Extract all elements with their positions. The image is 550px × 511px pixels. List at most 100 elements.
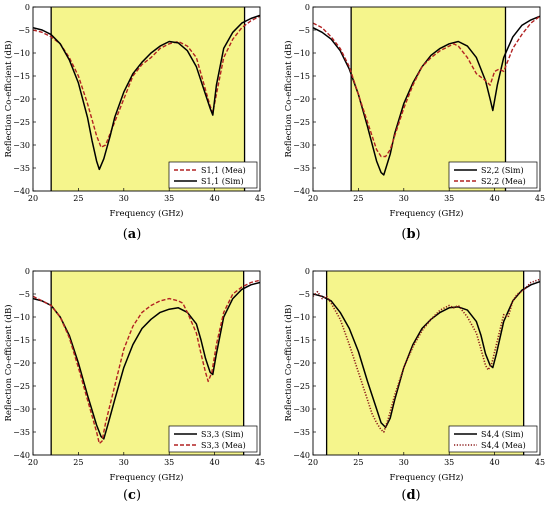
panel-caption: (d) — [401, 488, 420, 503]
x-axis-title: Frequency (GHz) — [110, 472, 184, 483]
panel-caption: (a) — [123, 227, 142, 242]
series-line-sim — [33, 281, 260, 440]
y-tick-label: −40 — [13, 451, 30, 460]
plot-frame — [312, 6, 541, 192]
y-tick-label: −25 — [293, 118, 310, 127]
y-tick-label: −15 — [13, 336, 30, 345]
legend-label: S4,4 (Mea) — [481, 441, 526, 450]
x-tick-label: 25 — [73, 458, 83, 467]
x-tick-label: 40 — [490, 458, 500, 467]
x-tick-label: 30 — [119, 194, 129, 203]
y-tick-label: 0 — [25, 3, 30, 12]
y-axis-title: Reflection Co-efficient (dB) — [283, 304, 294, 421]
y-tick-label: 0 — [305, 3, 310, 12]
x-tick-label: 35 — [444, 194, 454, 203]
y-tick-label: −25 — [293, 382, 310, 391]
x-tick-label: 25 — [353, 194, 363, 203]
series-line-sim — [313, 15, 540, 176]
y-tick-label: −5 — [18, 26, 30, 35]
y-tick-label: −30 — [293, 405, 310, 414]
legend: S3,3 (Sim) S3,3 (Mea) — [168, 425, 258, 453]
legend: S2,2 (Sim) S2,2 (Mea) — [448, 161, 538, 189]
x-tick-label: 25 — [73, 194, 83, 203]
y-tick-label: −35 — [13, 164, 30, 173]
x-tick-label: 45 — [535, 458, 545, 467]
panel-caption: (b) — [401, 227, 420, 242]
chart-panel-3: 20 25 30 35 40 45 0 −5 −10 −15 −20 −25 −30 −35 −40 Freq… — [3, 267, 265, 503]
y-tick-label: 0 — [305, 267, 310, 276]
bandwidth-band — [51, 271, 244, 455]
x-tick-label: 45 — [535, 194, 545, 203]
y-tick-label: −30 — [293, 141, 310, 150]
y-tick-label: −30 — [13, 141, 30, 150]
legend-label: S3,3 (Sim) — [201, 430, 244, 439]
x-tick-label: 20 — [28, 458, 38, 467]
y-tick-label: −10 — [13, 49, 30, 58]
series-line-mea — [313, 278, 540, 433]
x-axis-title: Frequency (GHz) — [390, 208, 464, 219]
legend-label: S1,1 (Mea) — [201, 166, 246, 175]
y-tick-label: −15 — [293, 336, 310, 345]
plot-frame — [32, 270, 261, 456]
y-tick-label: −30 — [13, 405, 30, 414]
series-line-mea — [33, 279, 260, 445]
x-tick-label: 40 — [490, 194, 500, 203]
y-tick-label: −20 — [293, 359, 310, 368]
legend-label: S4,4 (Sim) — [481, 430, 524, 439]
series-line-sim — [33, 14, 260, 171]
chart-panel-4: 20 25 30 35 40 45 0 −5 −10 −15 −20 −25 −30 −35 −40 Freq… — [283, 267, 545, 503]
chart-panel-2: 20 25 30 35 40 45 0 −5 −10 −15 −20 −25 −30 −35 −40 Freq… — [283, 3, 545, 242]
y-tick-label: −20 — [293, 95, 310, 104]
x-tick-label: 35 — [164, 194, 174, 203]
y-tick-label: −20 — [13, 95, 30, 104]
legend-label: S2,2 (Sim) — [481, 166, 524, 175]
legend-label: S2,2 (Mea) — [481, 177, 526, 186]
series-line-mea — [313, 15, 540, 158]
legend-box — [168, 161, 258, 189]
y-axis-title: Reflection Co-efficient (dB) — [3, 304, 14, 421]
x-tick-label: 20 — [28, 194, 38, 203]
x-tick-label: 40 — [210, 458, 220, 467]
x-tick-label: 30 — [119, 458, 129, 467]
x-tick-label: 40 — [210, 194, 220, 203]
y-tick-label: −35 — [13, 428, 30, 437]
y-axis-title: Reflection Co-efficient (dB) — [283, 40, 294, 157]
y-tick-label: −40 — [293, 451, 310, 460]
plot-frame — [32, 6, 261, 192]
y-tick-label: −5 — [298, 290, 310, 299]
x-tick-label: 35 — [164, 458, 174, 467]
legend-box — [448, 425, 538, 453]
legend: S1,1 (Mea) S1,1 (Sim) — [168, 161, 258, 189]
y-tick-label: −25 — [13, 118, 30, 127]
x-tick-label: 45 — [255, 458, 265, 467]
y-tick-label: −15 — [13, 72, 30, 81]
chart-panel-1: 20 25 30 35 40 45 0 −5 −10 −15 −20 −25 −30 −35 −40 Freq… — [3, 3, 265, 242]
bandwidth-band — [326, 271, 524, 455]
y-tick-label: −35 — [293, 164, 310, 173]
x-axis-title: Frequency (GHz) — [110, 208, 184, 219]
y-tick-label: −35 — [293, 428, 310, 437]
x-tick-label: 20 — [308, 194, 318, 203]
series-line-mea — [33, 15, 260, 149]
plot-frame — [312, 270, 541, 456]
legend-box — [448, 161, 538, 189]
panel-caption: (c) — [123, 488, 141, 503]
legend-box — [168, 425, 258, 453]
x-axis-title: Frequency (GHz) — [390, 472, 464, 483]
y-tick-label: −10 — [293, 313, 310, 322]
x-tick-label: 35 — [444, 458, 454, 467]
y-tick-label: −25 — [13, 382, 30, 391]
x-tick-label: 30 — [399, 458, 409, 467]
legend-label: S3,3 (Mea) — [201, 441, 246, 450]
x-tick-label: 25 — [353, 458, 363, 467]
y-axis-title: Reflection Co-efficient (dB) — [3, 40, 14, 157]
y-tick-label: −40 — [293, 187, 310, 196]
legend-label: S1,1 (Sim) — [201, 177, 244, 186]
y-tick-label: −5 — [298, 26, 310, 35]
x-tick-label: 30 — [399, 194, 409, 203]
legend: S4,4 (Sim) S4,4 (Mea) — [448, 425, 538, 453]
y-tick-label: −10 — [13, 313, 30, 322]
y-tick-label: −40 — [13, 187, 30, 196]
y-tick-label: −5 — [18, 290, 30, 299]
